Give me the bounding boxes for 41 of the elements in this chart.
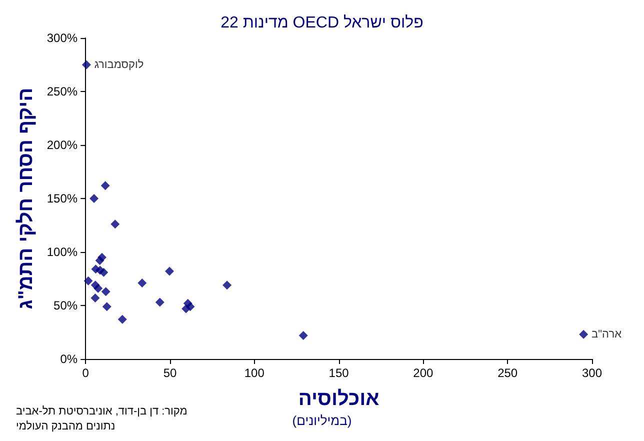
point bbox=[102, 302, 112, 312]
x-tick-label: 0 bbox=[82, 366, 90, 380]
text: מקור: דן בן-דוד, אוניברסיטת תל-אביב bbox=[16, 406, 188, 418]
point bbox=[101, 287, 110, 296]
y-tick-label: 100% bbox=[46, 245, 78, 259]
point bbox=[298, 330, 308, 340]
x-tick-label: 100 bbox=[244, 366, 265, 380]
y-tick-label: 150% bbox=[46, 192, 78, 206]
point bbox=[84, 276, 93, 286]
x-axis-title: אוכלוסיה bbox=[298, 388, 380, 410]
x-tick-label: 200 bbox=[413, 366, 434, 380]
point bbox=[94, 284, 103, 293]
annotation: לוקסמבורג bbox=[94, 58, 144, 71]
x-tick-label: 150 bbox=[328, 366, 350, 380]
point bbox=[138, 278, 147, 288]
point bbox=[164, 266, 174, 276]
y-tick-label: 200% bbox=[46, 138, 78, 152]
y-tick-label: 50% bbox=[54, 298, 78, 312]
annotation: ארה"ב bbox=[592, 328, 622, 340]
point bbox=[95, 256, 104, 266]
text: נתונים מהבנק העולמי bbox=[16, 420, 116, 432]
point bbox=[118, 314, 127, 324]
y-tick-label: 0% bbox=[60, 352, 78, 366]
point bbox=[222, 280, 232, 290]
x-tick-label: 250 bbox=[498, 366, 518, 380]
y-tick-label: 300% bbox=[46, 31, 78, 45]
point bbox=[90, 294, 100, 303]
point bbox=[99, 268, 108, 277]
chart-title: 22 מדינות OECD פלוס ישראל bbox=[220, 14, 424, 32]
point bbox=[100, 181, 110, 190]
text: (במיליונים) bbox=[292, 413, 352, 428]
point bbox=[82, 60, 91, 70]
point bbox=[155, 298, 164, 307]
point bbox=[579, 330, 588, 339]
point bbox=[186, 302, 195, 312]
point bbox=[90, 194, 99, 203]
x-tick-label: 300 bbox=[582, 366, 602, 380]
y-tick-label: 250% bbox=[46, 84, 78, 98]
x-tick-label: 50 bbox=[163, 366, 177, 380]
point bbox=[110, 220, 120, 229]
y-axis-title: היקף הסחר חלקי התמ"ג bbox=[15, 88, 37, 310]
